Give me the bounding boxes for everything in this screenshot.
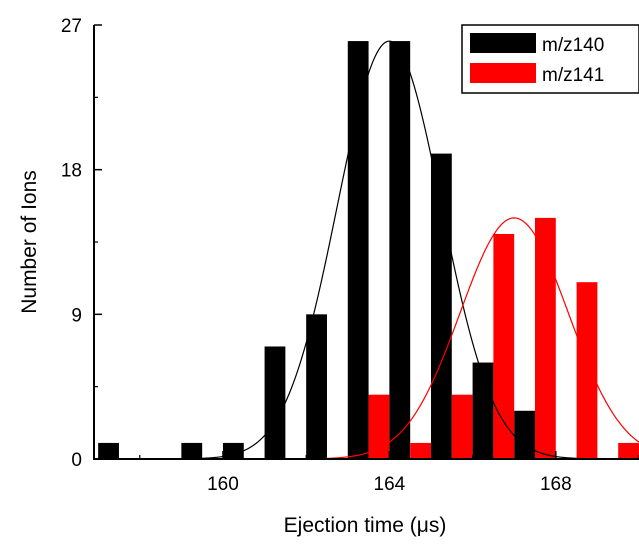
y-tick-label-27: 27 (61, 16, 82, 37)
bar-m-z141-5 (576, 282, 598, 459)
y-tick-label-9: 9 (71, 305, 82, 326)
bar-m-z140-3 (264, 346, 286, 459)
bar-m-z141-6 (618, 442, 639, 459)
legend-label-m-z140: m/z140 (542, 35, 604, 56)
x-tick-label-160: 160 (207, 474, 239, 495)
bar-m-z141-3 (493, 233, 515, 459)
legend-label-m-z141: m/z141 (542, 65, 604, 86)
bar-m-z140-1 (181, 442, 203, 459)
bar-m-z140-4 (306, 314, 327, 459)
y-tick-label-18: 18 (61, 161, 82, 182)
bar-m-z140-7 (430, 153, 452, 459)
bar-m-z140-8 (472, 362, 494, 459)
x-tick-label-168: 168 (540, 474, 572, 495)
bar-m-z141-4 (534, 217, 556, 459)
ticks: 160 164 168 0 9 18 27 (61, 16, 639, 495)
bar-m-z140-0 (98, 442, 119, 459)
y-tick-label-0: 0 (71, 450, 82, 471)
legend-swatch-m-z140 (470, 33, 536, 53)
x-tick-label-164: 164 (374, 474, 406, 495)
legend-swatch-m-z141 (470, 63, 536, 83)
bar-m-z140-5 (347, 41, 369, 460)
bar-m-z140-6 (389, 41, 411, 460)
bar-m-z140-2 (222, 442, 244, 459)
bar-m-z140-9 (514, 410, 535, 459)
bar-m-z141-2 (451, 394, 473, 459)
bar-m-z141-0 (368, 394, 390, 459)
x-axis-title: Ejection time (μs) (284, 514, 447, 537)
bars (98, 41, 639, 460)
legend: m/z140 m/z141 (461, 24, 639, 94)
y-axis-title: Number of Ions (18, 170, 41, 314)
bar-m-z141-1 (410, 442, 431, 459)
